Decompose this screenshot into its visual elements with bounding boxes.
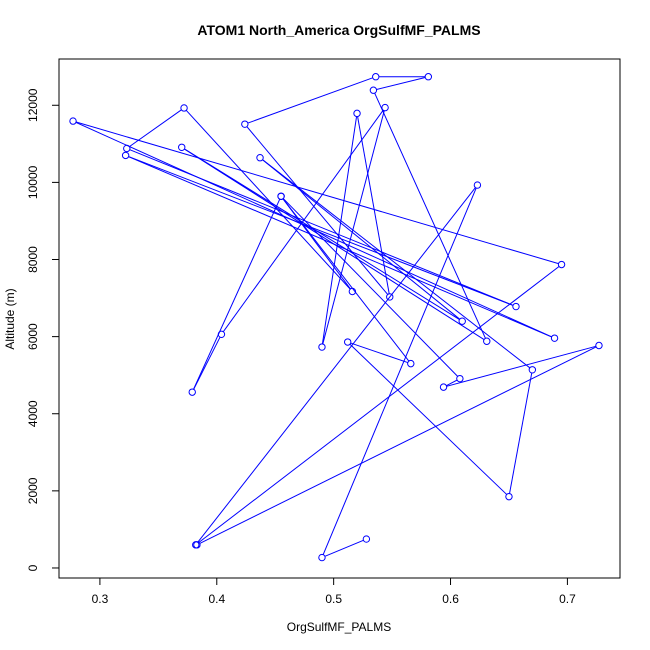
data-point xyxy=(69,117,77,125)
x-tick-label: 0.5 xyxy=(325,592,342,606)
data-point xyxy=(241,120,249,128)
data-point xyxy=(595,341,603,350)
series-line-segment xyxy=(324,539,364,557)
data-point xyxy=(178,143,186,151)
y-tick-label: 10000 xyxy=(26,165,40,199)
series-line-segment xyxy=(509,372,533,494)
series-line-segment xyxy=(357,116,390,294)
data-point xyxy=(424,73,433,81)
series-line-segment xyxy=(184,148,485,340)
series-line-segment xyxy=(129,149,514,306)
series-line-segment xyxy=(282,198,458,377)
x-axis-label: OrgSulfMF_PALMS xyxy=(287,620,391,634)
data-point xyxy=(188,388,196,396)
data-point xyxy=(407,359,415,368)
series-line-segment xyxy=(247,77,373,124)
series-line-segment xyxy=(193,198,281,390)
series-line-segment xyxy=(197,187,476,543)
data-point xyxy=(439,383,448,391)
data-point xyxy=(473,181,482,189)
data-point xyxy=(369,86,378,94)
data-point xyxy=(121,151,130,160)
data-point xyxy=(386,293,394,301)
data-point xyxy=(512,302,520,311)
data-point xyxy=(505,492,513,501)
series-line-segment xyxy=(193,336,221,390)
series-line-segment xyxy=(129,109,182,148)
series-line-segment xyxy=(376,77,426,90)
data-point xyxy=(456,374,464,383)
series-line-segment xyxy=(246,126,389,295)
series-line-segment xyxy=(350,342,408,364)
y-tick-label: 4000 xyxy=(26,400,40,427)
data-point xyxy=(318,343,326,351)
plot-frame xyxy=(58,58,621,579)
data-point xyxy=(483,337,491,345)
data-point xyxy=(458,317,466,325)
x-tick-label: 0.7 xyxy=(559,592,576,606)
data-point xyxy=(123,144,131,153)
y-tick-label: 2000 xyxy=(26,477,40,504)
series-layer xyxy=(69,73,603,562)
data-point xyxy=(180,104,188,112)
series-line-segment xyxy=(446,345,597,387)
series-line-segment xyxy=(128,156,514,306)
x-tick-label: 0.6 xyxy=(442,592,459,606)
series-line-segment xyxy=(128,156,552,338)
series-line-segment xyxy=(75,121,559,265)
x-tick-label: 0.3 xyxy=(92,592,109,606)
series-line-segment xyxy=(349,343,508,495)
series-line-segment xyxy=(262,159,531,369)
series-line-segment xyxy=(374,92,486,339)
data-point xyxy=(381,103,389,112)
data-point xyxy=(550,334,559,342)
data-point xyxy=(318,553,326,562)
x-tick-label: 0.4 xyxy=(208,592,225,606)
series-line-segment xyxy=(185,109,351,290)
axes-layer: 0.3 0.4 0.5 0.6 0.7 0 2000 4000 6000 8000 10000 120… xyxy=(26,88,576,606)
data-point xyxy=(372,73,380,81)
data-point xyxy=(193,541,201,549)
y-tick-label: 12000 xyxy=(26,88,40,122)
y-axis-label: Altitude (m) xyxy=(3,288,17,349)
series-line-segment xyxy=(322,187,477,555)
series-line-segment xyxy=(322,110,385,345)
series-line-segment xyxy=(222,109,384,333)
data-point xyxy=(528,366,537,374)
data-point xyxy=(256,154,264,162)
data-point xyxy=(277,192,285,200)
data-point xyxy=(557,260,566,269)
series-line-segment xyxy=(199,346,597,544)
y-tick-label: 0 xyxy=(26,564,40,571)
y-tick-label: 8000 xyxy=(26,246,40,273)
data-point xyxy=(343,338,352,346)
series-line-segment xyxy=(282,198,410,362)
y-tick-label: 6000 xyxy=(26,323,40,350)
data-point xyxy=(362,535,371,543)
data-point xyxy=(348,287,357,296)
series-line-segment xyxy=(262,159,461,320)
series-line-segment xyxy=(321,116,358,344)
data-point xyxy=(353,109,361,118)
data-point xyxy=(217,330,226,339)
series-line-segment xyxy=(184,148,460,320)
series-line-segment xyxy=(446,379,458,387)
chart-title: ATOM1 North_America OrgSulfMF_PALMS xyxy=(197,22,480,38)
